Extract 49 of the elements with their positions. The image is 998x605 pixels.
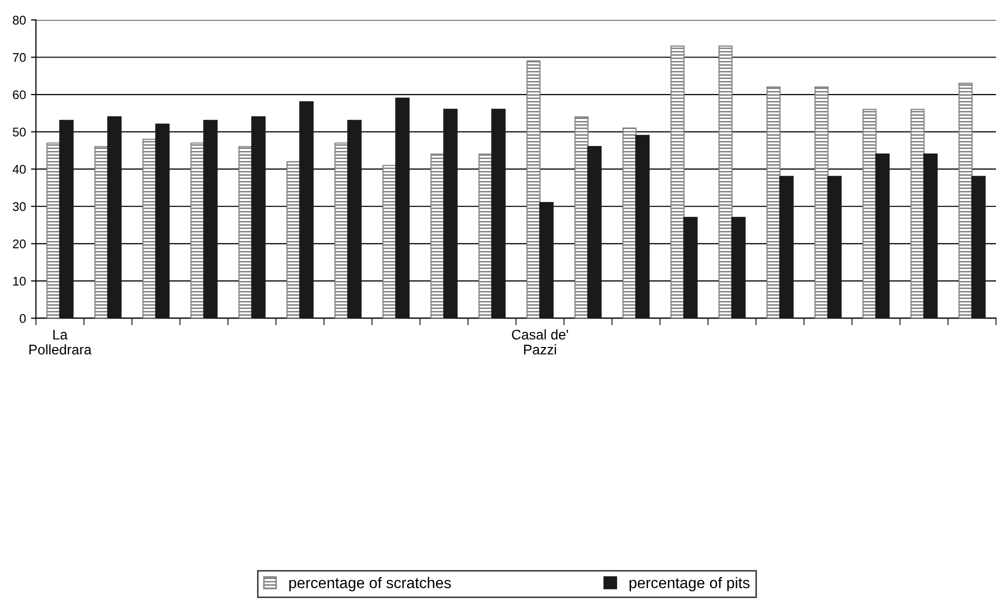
bar [395,98,410,318]
x-tick-label: La Polledrara [29,330,92,355]
bar [251,116,266,318]
bar [107,116,122,318]
bar [443,108,458,318]
bar [779,176,794,318]
bar [670,46,685,318]
bar [59,120,74,318]
bar [622,128,637,318]
bar [635,134,650,318]
bar [731,216,746,318]
y-tick-label: 0 [20,314,26,323]
bar [814,86,829,318]
y-tick-label: 10 [13,276,26,286]
y-tick-label: 30 [12,202,26,212]
y-tick-label: 40 [12,164,26,174]
y-tick-label: 50 [12,128,26,136]
bar [574,116,589,318]
bar [491,108,506,318]
bar [875,153,890,318]
bar [766,86,781,318]
bar [539,202,554,318]
bar [971,176,986,318]
bar [203,120,218,318]
bar [286,161,301,318]
legend-label: percentage of pits [630,577,750,592]
bar [683,216,698,318]
bar [155,124,170,318]
bar [923,153,938,318]
bar [718,46,733,318]
legend-label: percentage of scratches [289,577,451,592]
bar [862,108,877,318]
bar [347,120,362,318]
y-tick-label: 70 [12,53,26,62]
bar [526,60,541,318]
bar [910,108,925,318]
y-tick-label: 60 [12,90,26,100]
bar [299,101,314,318]
bar [382,164,397,318]
bar [478,154,493,318]
bar [430,154,445,318]
bar [334,142,349,318]
y-tick-label: 20 [12,239,26,248]
x-tick-label: Casal de' Pazzi [512,329,568,355]
bar [958,82,973,318]
y-tick-label: 80 [12,16,26,25]
bar [238,146,252,318]
bar [587,146,602,318]
bar [827,176,842,318]
